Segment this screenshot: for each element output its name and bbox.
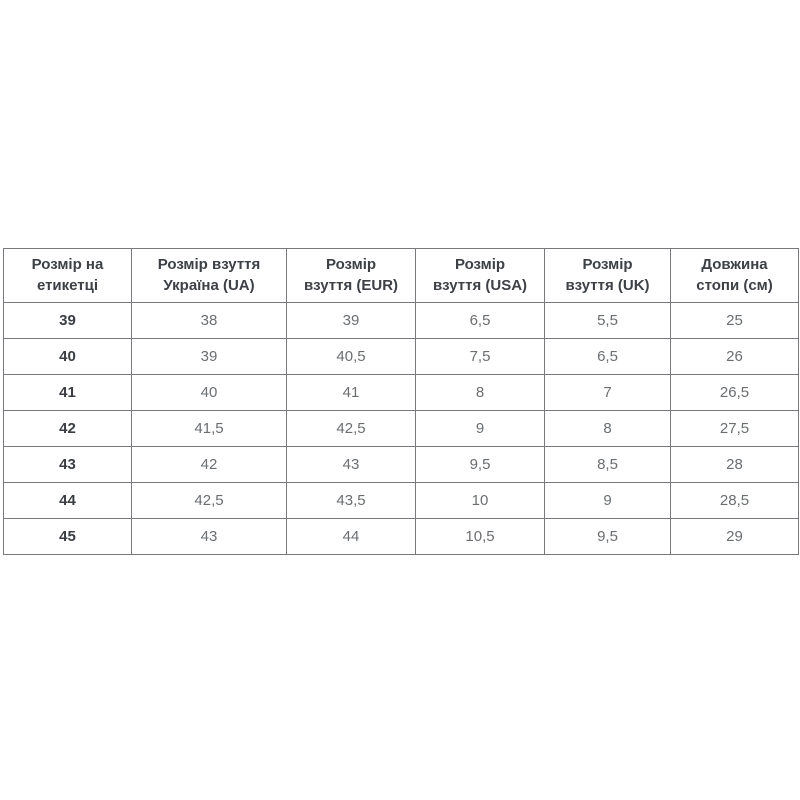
- header-line: взуття (EUR): [303, 276, 399, 294]
- row-label-cell: 39: [3, 302, 132, 339]
- table-row: 45 43 44 10,5 9,5 29: [3, 518, 799, 555]
- shoe-size-conversion-table: Розмір на етикетці Розмір взуття Україна…: [3, 248, 799, 555]
- table-cell: 42: [131, 446, 287, 483]
- table-cell: 42,5: [286, 410, 416, 447]
- header-line: етикетці: [36, 276, 99, 294]
- table-row: 41 40 41 8 7 26,5: [3, 374, 799, 411]
- column-header-foot-length: Довжина стопи (см): [670, 248, 799, 303]
- table-cell: 9: [544, 482, 671, 519]
- row-label-cell: 45: [3, 518, 132, 555]
- table-cell: 7,5: [415, 338, 545, 375]
- row-label-cell: 43: [3, 446, 132, 483]
- table-cell: 43: [131, 518, 287, 555]
- table-cell: 41: [286, 374, 416, 411]
- table-cell: 44: [286, 518, 416, 555]
- table-row: 44 42,5 43,5 10 9 28,5: [3, 482, 799, 519]
- header-line: взуття (USA): [432, 276, 528, 294]
- column-header-ua-size: Розмір взуття Україна (UA): [131, 248, 287, 303]
- column-header-uk-size: Розмір взуття (UK): [544, 248, 671, 303]
- header-line: Розмір: [454, 255, 506, 273]
- table-cell: 29: [670, 518, 799, 555]
- header-line: Україна (UA): [163, 276, 255, 294]
- column-header-eur-size: Розмір взуття (EUR): [286, 248, 416, 303]
- table-cell: 10: [415, 482, 545, 519]
- table-cell: 26: [670, 338, 799, 375]
- header-line: стопи (см): [696, 276, 773, 294]
- column-header-label-size: Розмір на етикетці: [3, 248, 132, 303]
- table-cell: 39: [131, 338, 287, 375]
- column-header-usa-size: Розмір взуття (USA): [415, 248, 545, 303]
- row-label-cell: 41: [3, 374, 132, 411]
- table-cell: 43: [286, 446, 416, 483]
- table-row: 40 39 40,5 7,5 6,5 26: [3, 338, 799, 375]
- table-row: 43 42 43 9,5 8,5 28: [3, 446, 799, 483]
- table-cell: 25: [670, 302, 799, 339]
- header-line: Розмір на: [31, 255, 104, 273]
- row-label-cell: 42: [3, 410, 132, 447]
- table-cell: 41,5: [131, 410, 287, 447]
- table-cell: 5,5: [544, 302, 671, 339]
- table-cell: 42,5: [131, 482, 287, 519]
- table-cell: 27,5: [670, 410, 799, 447]
- table-cell: 40: [131, 374, 287, 411]
- table-cell: 28: [670, 446, 799, 483]
- header-line: взуття (UK): [565, 276, 650, 294]
- table-cell: 9,5: [544, 518, 671, 555]
- row-label-cell: 44: [3, 482, 132, 519]
- table-cell: 40,5: [286, 338, 416, 375]
- table-row: 42 41,5 42,5 9 8 27,5: [3, 410, 799, 447]
- table-cell: 9: [415, 410, 545, 447]
- table-cell: 8: [415, 374, 545, 411]
- header-row: Розмір на етикетці Розмір взуття Україна…: [3, 248, 799, 303]
- table-cell: 39: [286, 302, 416, 339]
- table-row: 39 38 39 6,5 5,5 25: [3, 302, 799, 339]
- table-cell: 6,5: [415, 302, 545, 339]
- header-line: Розмір: [325, 255, 377, 273]
- row-label-cell: 40: [3, 338, 132, 375]
- table-cell: 26,5: [670, 374, 799, 411]
- table-cell: 8: [544, 410, 671, 447]
- header-line: Довжина: [701, 255, 768, 273]
- header-line: Розмір взуття: [157, 255, 261, 273]
- table-cell: 28,5: [670, 482, 799, 519]
- table-cell: 6,5: [544, 338, 671, 375]
- table-cell: 38: [131, 302, 287, 339]
- header-line: Розмір: [582, 255, 633, 273]
- table-cell: 10,5: [415, 518, 545, 555]
- table-cell: 7: [544, 374, 671, 411]
- table-cell: 43,5: [286, 482, 416, 519]
- table-cell: 9,5: [415, 446, 545, 483]
- table-cell: 8,5: [544, 446, 671, 483]
